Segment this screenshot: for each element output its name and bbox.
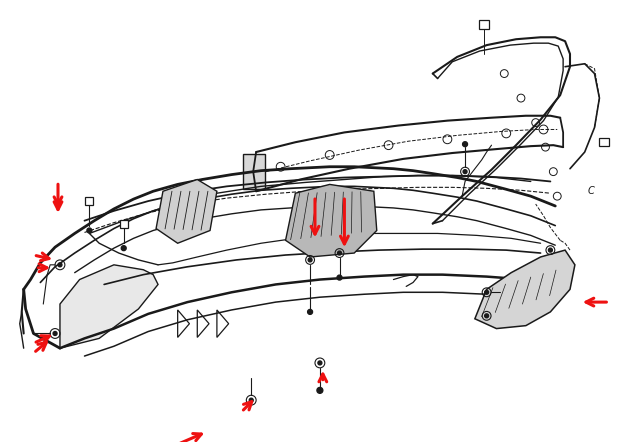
Circle shape xyxy=(87,228,92,233)
Circle shape xyxy=(317,388,323,393)
Bar xyxy=(244,154,265,189)
Circle shape xyxy=(485,314,489,318)
Circle shape xyxy=(249,398,253,402)
Circle shape xyxy=(308,258,312,262)
Circle shape xyxy=(337,275,342,280)
Polygon shape xyxy=(286,184,377,257)
Circle shape xyxy=(463,142,467,147)
Circle shape xyxy=(337,251,342,255)
Polygon shape xyxy=(156,179,217,243)
Circle shape xyxy=(485,290,489,294)
Polygon shape xyxy=(60,265,158,348)
Circle shape xyxy=(318,361,322,365)
Circle shape xyxy=(58,263,62,267)
Circle shape xyxy=(548,248,553,252)
Bar xyxy=(479,19,489,30)
Bar xyxy=(599,138,609,146)
Bar xyxy=(120,220,127,228)
Text: C: C xyxy=(587,186,594,196)
Polygon shape xyxy=(475,250,575,328)
Circle shape xyxy=(53,332,57,335)
Circle shape xyxy=(308,309,313,314)
Bar xyxy=(85,197,94,205)
Circle shape xyxy=(463,170,467,174)
Circle shape xyxy=(121,246,126,251)
